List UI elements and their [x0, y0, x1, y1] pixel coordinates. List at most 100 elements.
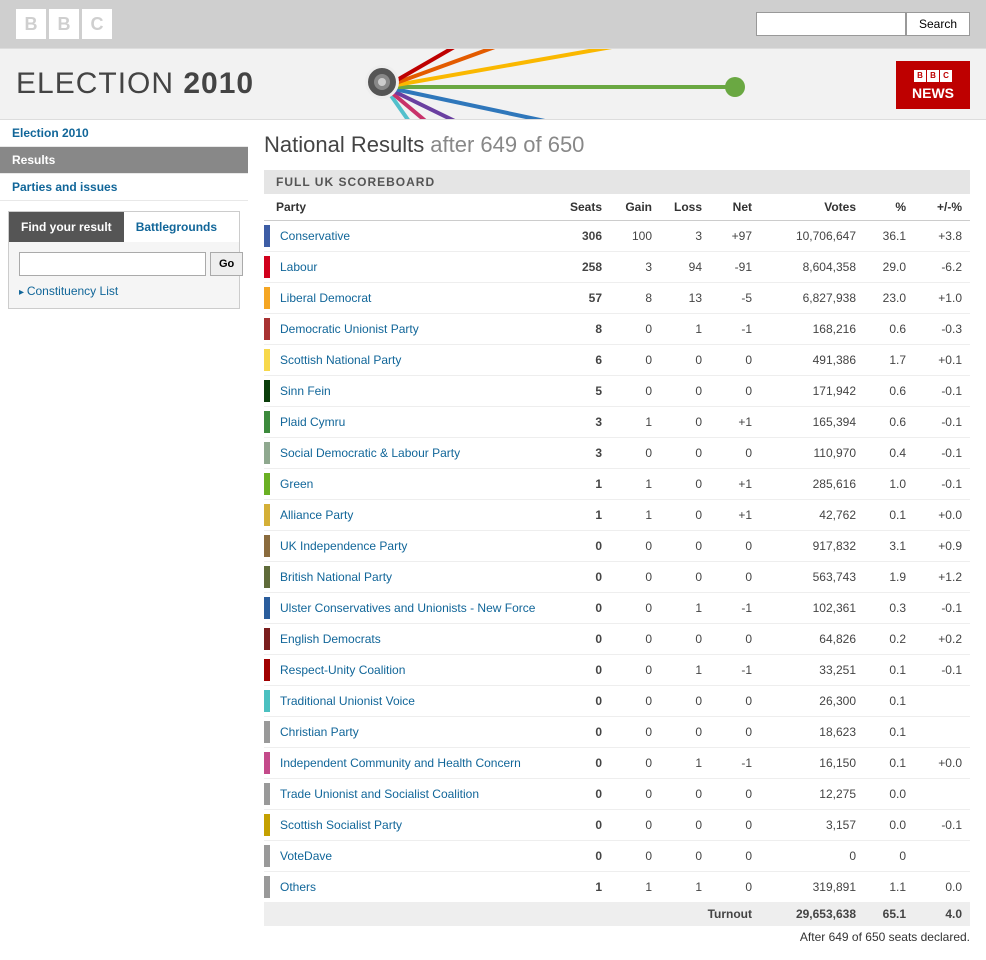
- party-name[interactable]: VoteDave: [280, 849, 332, 863]
- party-name[interactable]: Labour: [280, 260, 317, 274]
- cell-votes: 12,275: [760, 779, 864, 810]
- cell-swing: +0.9: [914, 531, 970, 562]
- party-color-bar: [264, 752, 270, 774]
- cell-pct: 0.1: [864, 748, 914, 779]
- constituency-list-link[interactable]: Constituency List: [19, 284, 229, 298]
- bbc-logo[interactable]: BBC: [16, 9, 112, 39]
- cell-pct: 0.3: [864, 593, 914, 624]
- party-name[interactable]: Traditional Unionist Voice: [280, 694, 415, 708]
- banner-ray: [385, 85, 689, 120]
- cell-net: -1: [710, 655, 760, 686]
- party-name[interactable]: Conservative: [280, 229, 350, 243]
- cell-net: -5: [710, 283, 760, 314]
- party-name[interactable]: Trade Unionist and Socialist Coalition: [280, 787, 479, 801]
- cell-swing: +1.0: [914, 283, 970, 314]
- table-row: Christian Party000018,6230.1: [264, 717, 970, 748]
- cell-loss: 3: [660, 221, 710, 252]
- cell-loss: 0: [660, 500, 710, 531]
- bbc-news-badge[interactable]: BBC NEWS: [896, 61, 970, 109]
- sidebar-item-election-2010[interactable]: Election 2010: [0, 120, 248, 147]
- cell-loss: 1: [660, 593, 710, 624]
- table-row: British National Party0000563,7431.9+1.2: [264, 562, 970, 593]
- cell-net: 0: [710, 376, 760, 407]
- table-row: Democratic Unionist Party801-1168,2160.6…: [264, 314, 970, 345]
- cell-net: 0: [710, 562, 760, 593]
- party-name[interactable]: Independent Community and Health Concern: [280, 756, 521, 770]
- party-name[interactable]: Democratic Unionist Party: [280, 322, 419, 336]
- sidebar-item-parties-and-issues[interactable]: Parties and issues: [0, 174, 248, 201]
- cell-gain: 0: [610, 748, 660, 779]
- party-name[interactable]: Respect-Unity Coalition: [280, 663, 405, 677]
- cell-party: Social Democratic & Labour Party: [264, 438, 556, 469]
- cell-seats: 8: [556, 314, 610, 345]
- cell-seats: 3: [556, 438, 610, 469]
- search-input[interactable]: [756, 12, 906, 36]
- cell-gain: 0: [610, 841, 660, 872]
- cell-loss: 1: [660, 872, 710, 903]
- cell-net: 0: [710, 872, 760, 903]
- party-color-bar: [264, 318, 270, 340]
- cell-gain: 1: [610, 500, 660, 531]
- cell-gain: 8: [610, 283, 660, 314]
- party-name[interactable]: Scottish Socialist Party: [280, 818, 402, 832]
- turnout-row: Turnout29,653,63865.14.0: [264, 903, 970, 926]
- party-name[interactable]: British National Party: [280, 570, 392, 584]
- page-title-suffix: after 649 of 650: [424, 132, 584, 157]
- cell-loss: 0: [660, 407, 710, 438]
- cell-party: Green: [264, 469, 556, 500]
- party-color-bar: [264, 566, 270, 588]
- cell-votes: 285,616: [760, 469, 864, 500]
- cell-net: 0: [710, 345, 760, 376]
- search-form: Search: [756, 12, 970, 36]
- cell-party: VoteDave: [264, 841, 556, 872]
- party-name[interactable]: Liberal Democrat: [280, 291, 371, 305]
- cell-votes: 33,251: [760, 655, 864, 686]
- party-name[interactable]: Social Democratic & Labour Party: [280, 446, 460, 460]
- cell-party: Scottish National Party: [264, 345, 556, 376]
- party-name[interactable]: Green: [280, 477, 313, 491]
- cell-net: 0: [710, 686, 760, 717]
- tab-find-result[interactable]: Find your result: [9, 212, 124, 242]
- cell-gain: 0: [610, 655, 660, 686]
- party-color-bar: [264, 690, 270, 712]
- cell-gain: 0: [610, 438, 660, 469]
- table-row: VoteDave000000: [264, 841, 970, 872]
- cell-net: 0: [710, 779, 760, 810]
- find-input[interactable]: [19, 252, 206, 276]
- party-name[interactable]: Plaid Cymru: [280, 415, 345, 429]
- tab-battlegrounds[interactable]: Battlegrounds: [124, 212, 229, 242]
- table-row: Plaid Cymru310+1165,3940.6-0.1: [264, 407, 970, 438]
- cell-net: +1: [710, 407, 760, 438]
- cell-pct: 0.1: [864, 717, 914, 748]
- top-bar: BBC Search: [0, 0, 986, 48]
- search-button[interactable]: Search: [906, 12, 970, 36]
- th-seats: Seats: [556, 194, 610, 221]
- party-name[interactable]: Others: [280, 880, 316, 894]
- cell-pct: 36.1: [864, 221, 914, 252]
- cell-net: -1: [710, 593, 760, 624]
- party-name[interactable]: English Democrats: [280, 632, 381, 646]
- table-row: Conservative3061003+9710,706,64736.1+3.8: [264, 221, 970, 252]
- cell-net: +1: [710, 500, 760, 531]
- sidebar-item-results[interactable]: Results: [0, 147, 248, 174]
- cell-gain: 0: [610, 345, 660, 376]
- party-color-bar: [264, 597, 270, 619]
- party-name[interactable]: Ulster Conservatives and Unionists - New…: [280, 601, 535, 615]
- cell-swing: +0.0: [914, 500, 970, 531]
- party-name[interactable]: Christian Party: [280, 725, 359, 739]
- cell-party: British National Party: [264, 562, 556, 593]
- table-row: English Democrats000064,8260.2+0.2: [264, 624, 970, 655]
- banner-center-icon: [368, 68, 396, 96]
- party-name[interactable]: Scottish National Party: [280, 353, 401, 367]
- party-name[interactable]: Sinn Fein: [280, 384, 331, 398]
- cell-votes: 8,604,358: [760, 252, 864, 283]
- party-name[interactable]: UK Independence Party: [280, 539, 407, 553]
- cell-loss: 0: [660, 345, 710, 376]
- go-button[interactable]: Go: [210, 252, 243, 276]
- party-name[interactable]: Alliance Party: [280, 508, 353, 522]
- th-swing: +/-%: [914, 194, 970, 221]
- cell-gain: 0: [610, 562, 660, 593]
- cell-gain: 0: [610, 686, 660, 717]
- th-net: Net: [710, 194, 760, 221]
- table-row: Traditional Unionist Voice000026,3000.1: [264, 686, 970, 717]
